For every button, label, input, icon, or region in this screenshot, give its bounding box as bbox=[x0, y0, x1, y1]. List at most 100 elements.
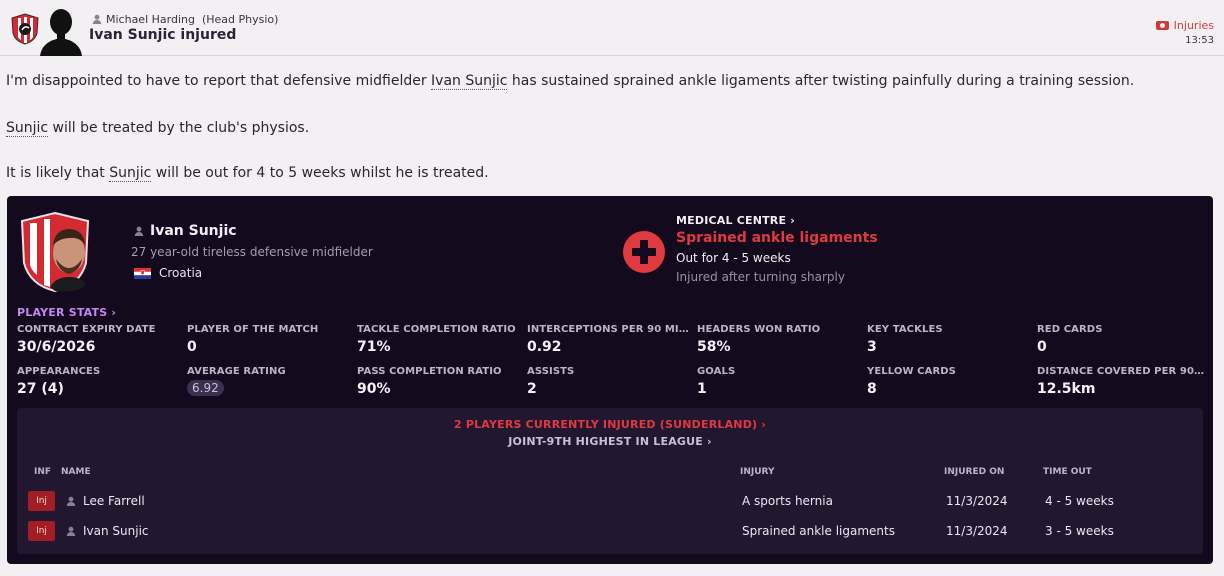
sender-role: (Head Physio) bbox=[201, 12, 279, 26]
medical-centre-label: MEDICAL CENTRE bbox=[676, 214, 787, 227]
stat-label: ASSISTS bbox=[527, 366, 575, 377]
injury-badge: Inj bbox=[28, 491, 55, 511]
croatia-flag-icon bbox=[134, 267, 151, 279]
injured-count-link[interactable]: 2 PLAYERS CURRENTLY INJURED (SUNDERLAND)… bbox=[17, 418, 1203, 431]
league-rank-label: JOINT-9TH HIGHEST IN LEAGUE bbox=[508, 435, 703, 448]
stat-value: 12.5km bbox=[1037, 381, 1096, 397]
player-link[interactable]: Sunjic bbox=[6, 120, 49, 137]
person-icon bbox=[134, 226, 144, 236]
league-rank-link[interactable]: JOINT-9TH HIGHEST IN LEAGUE › bbox=[17, 435, 1203, 448]
out-for-duration: Out for 4 - 5 weeks bbox=[676, 251, 791, 265]
player-portrait-icon[interactable] bbox=[20, 211, 90, 293]
person-icon bbox=[66, 526, 76, 536]
stat-value: 30/6/2026 bbox=[17, 339, 96, 355]
player-link[interactable]: Sunjic bbox=[109, 165, 152, 182]
row-player-name[interactable]: Ivan Sunjic bbox=[83, 524, 149, 538]
chevron-right-icon: › bbox=[786, 214, 795, 227]
message-header: Michael Harding (Head Physio) Ivan Sunji… bbox=[0, 0, 1224, 56]
stat-label: YELLOW CARDS bbox=[867, 366, 956, 377]
tag-icon bbox=[1155, 20, 1169, 30]
text-span: has sustained sprained ankle ligaments a… bbox=[507, 73, 1135, 89]
column-header-inf[interactable]: INF bbox=[34, 467, 52, 477]
stat-value: 27 (4) bbox=[17, 381, 64, 397]
stat-value: 2 bbox=[527, 381, 537, 397]
stat-contract-expiry: CONTRACT EXPIRY DATE 30/6/2026 bbox=[17, 324, 185, 355]
message-paragraph-1: I'm disappointed to have to report that … bbox=[6, 73, 1135, 90]
stat-value: 0.92 bbox=[527, 339, 562, 355]
stat-assists: ASSISTS 2 bbox=[527, 366, 695, 397]
row-time-out: 3 - 5 weeks bbox=[1045, 524, 1114, 538]
chevron-right-icon: › bbox=[757, 418, 767, 431]
stat-label: PLAYER OF THE MATCH bbox=[187, 324, 319, 335]
stat-label: GOALS bbox=[697, 366, 736, 377]
player-description: 27 year-old tireless defensive midfielde… bbox=[131, 245, 373, 259]
text-span: It is likely that bbox=[6, 165, 110, 181]
stat-value: 1 bbox=[697, 381, 707, 397]
message-paragraph-2: Sunjic will be treated by the club's phy… bbox=[6, 120, 310, 137]
row-injured-on: 11/3/2024 bbox=[946, 524, 1008, 538]
stat-label: KEY TACKLES bbox=[867, 324, 943, 335]
column-header-name[interactable]: NAME bbox=[61, 467, 91, 477]
stat-value: 0 bbox=[187, 339, 197, 355]
stat-value: 71% bbox=[357, 339, 391, 355]
stat-headers-won: HEADERS WON RATIO 58% bbox=[697, 324, 865, 355]
column-header-injured-on[interactable]: INJURED ON bbox=[944, 467, 1005, 477]
sender-name[interactable]: Michael Harding bbox=[106, 12, 195, 26]
stat-label: HEADERS WON RATIO bbox=[697, 324, 821, 335]
text-span: will be out for 4 to 5 weeks whilst he i… bbox=[151, 165, 489, 181]
player-link[interactable]: Ivan Sunjic bbox=[431, 73, 508, 90]
club-crest-icon[interactable] bbox=[11, 13, 39, 45]
row-injury: A sports hernia bbox=[742, 494, 833, 508]
stat-pass-completion: PASS COMPLETION RATIO 90% bbox=[357, 366, 525, 397]
stat-label: INTERCEPTIONS PER 90 MINU... bbox=[527, 324, 695, 335]
stat-key-tackles: KEY TACKLES 3 bbox=[867, 324, 1035, 355]
player-name-row: Ivan Sunjic bbox=[134, 223, 237, 239]
stat-value: 90% bbox=[357, 381, 391, 397]
player-name[interactable]: Ivan Sunjic bbox=[150, 223, 237, 239]
message-time: 13:53 bbox=[1185, 35, 1214, 46]
person-icon bbox=[66, 496, 76, 506]
chevron-right-icon: › bbox=[107, 306, 117, 319]
injured-count-label: 2 PLAYERS CURRENTLY INJURED (SUNDERLAND) bbox=[453, 418, 758, 431]
column-header-injury[interactable]: INJURY bbox=[740, 467, 775, 477]
stat-tackle-completion: TACKLE COMPLETION RATIO 71% bbox=[357, 324, 525, 355]
row-time-out: 4 - 5 weeks bbox=[1045, 494, 1114, 508]
stat-value: 58% bbox=[697, 339, 731, 355]
stat-label: CONTRACT EXPIRY DATE bbox=[17, 324, 156, 335]
medical-centre-link[interactable]: MEDICAL CENTRE › bbox=[676, 214, 795, 227]
stat-yellow-cards: YELLOW CARDS 8 bbox=[867, 366, 1035, 397]
stat-red-cards: RED CARDS 0 bbox=[1037, 324, 1205, 355]
stat-label: AVERAGE RATING bbox=[187, 366, 286, 377]
staff-avatar-icon[interactable] bbox=[38, 5, 84, 56]
stat-value: 3 bbox=[867, 339, 877, 355]
injury-cause: Injured after turning sharply bbox=[676, 270, 845, 284]
table-row[interactable]: Inj Lee Farrell A sports hernia 11/3/202… bbox=[17, 489, 1203, 513]
rating-pill: 6.92 bbox=[187, 380, 224, 396]
row-injury: Sprained ankle ligaments bbox=[742, 524, 895, 538]
row-player-name[interactable]: Lee Farrell bbox=[83, 494, 145, 508]
sender-line: Michael Harding (Head Physio) bbox=[92, 12, 278, 26]
person-icon bbox=[92, 14, 102, 24]
message-paragraph-3: It is likely that Sunjic will be out for… bbox=[6, 165, 489, 182]
nation-name: Croatia bbox=[159, 266, 203, 280]
stat-average-rating: AVERAGE RATING 6.92 bbox=[187, 366, 355, 396]
category-label: Injuries bbox=[1173, 18, 1214, 32]
stat-appearances: APPEARANCES 27 (4) bbox=[17, 366, 185, 397]
stat-goals: GOALS 1 bbox=[697, 366, 865, 397]
stat-interceptions: INTERCEPTIONS PER 90 MINU... 0.92 bbox=[527, 324, 695, 355]
chevron-right-icon: › bbox=[702, 435, 712, 448]
stat-label: APPEARANCES bbox=[17, 366, 101, 377]
stat-distance-covered: DISTANCE COVERED PER 90... 12.5km bbox=[1037, 366, 1205, 397]
nation-row[interactable]: Croatia bbox=[134, 266, 202, 280]
player-stats-link[interactable]: PLAYER STATS › bbox=[17, 306, 116, 319]
column-header-time-out[interactable]: TIME OUT bbox=[1043, 467, 1092, 477]
stat-label: PASS COMPLETION RATIO bbox=[357, 366, 502, 377]
injury-name: Sprained ankle ligaments bbox=[676, 230, 878, 246]
stat-value: 8 bbox=[867, 381, 877, 397]
stat-label: DISTANCE COVERED PER 90... bbox=[1037, 366, 1205, 377]
stat-label: TACKLE COMPLETION RATIO bbox=[357, 324, 516, 335]
table-row[interactable]: Inj Ivan Sunjic Sprained ankle ligaments… bbox=[17, 519, 1203, 543]
medical-cross-icon bbox=[623, 231, 665, 273]
category-tag[interactable]: Injuries bbox=[1155, 18, 1214, 32]
text-span: will be treated by the club's physios. bbox=[48, 120, 310, 136]
